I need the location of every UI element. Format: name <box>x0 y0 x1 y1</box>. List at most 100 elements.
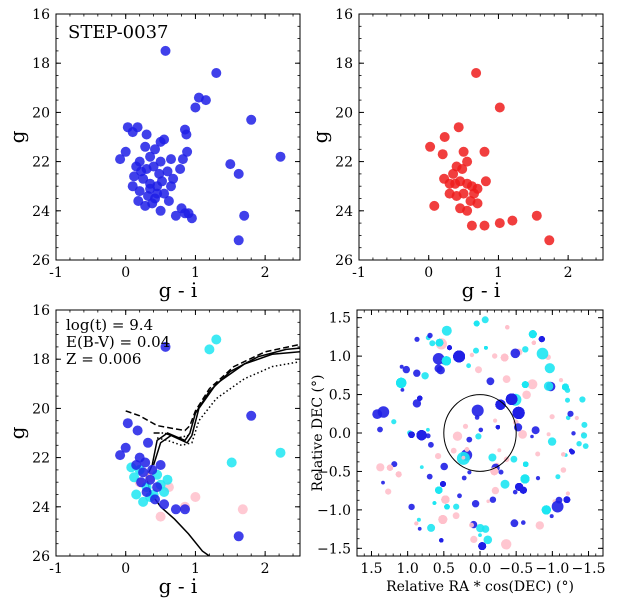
star-point <box>246 410 257 421</box>
sky-star-point <box>481 525 490 533</box>
star-point <box>122 418 133 429</box>
star-point <box>159 487 170 497</box>
star-point <box>155 511 166 522</box>
star-point <box>152 188 163 199</box>
sky-star-point <box>426 427 430 432</box>
y-tick-label: 1.0 <box>329 349 351 365</box>
sky-star-point <box>470 535 478 544</box>
sky-star-point <box>396 377 407 388</box>
star-point <box>159 188 170 199</box>
star-point <box>439 132 450 142</box>
sky-star-point <box>547 437 557 446</box>
sky-star-point <box>580 432 588 439</box>
sky-star-point <box>561 452 566 457</box>
sky-star-point <box>461 455 466 460</box>
star-point <box>453 122 464 133</box>
star-point <box>200 95 211 106</box>
star-point <box>458 188 469 199</box>
star-point <box>211 334 222 345</box>
star-point <box>275 151 286 162</box>
sky-star-point <box>543 381 554 391</box>
sky-star-point <box>412 399 422 408</box>
sky-star-point <box>551 500 564 513</box>
y-tick-label: 20 <box>32 105 50 121</box>
sky-star-point <box>444 504 450 510</box>
sky-star-point <box>450 447 457 454</box>
sky-star-point <box>530 434 534 439</box>
sky-star-point <box>427 332 433 339</box>
y-tick-label: 24 <box>32 500 50 516</box>
sky-star-point <box>576 441 582 447</box>
star-point <box>168 173 179 184</box>
sky-star-point <box>495 425 500 430</box>
star-point <box>155 460 166 470</box>
star-point <box>145 151 156 162</box>
sky-star-point <box>555 474 561 480</box>
star-point <box>531 210 542 221</box>
sky-star-point <box>435 453 442 460</box>
star-point <box>141 487 152 497</box>
sky-star-point <box>381 480 385 485</box>
star-point <box>136 166 147 177</box>
x-tick-label: 1 <box>191 265 200 281</box>
sky-star-point <box>395 471 402 478</box>
sky-star-point <box>452 512 460 520</box>
x-axis-label-bottom-right: Relative RA * cos(DEC) (°) <box>386 579 574 595</box>
star-point <box>494 218 505 229</box>
sky-star-point <box>565 397 570 403</box>
star-point <box>148 161 159 172</box>
sky-star-point <box>435 486 443 494</box>
sky-star-point <box>417 395 423 401</box>
star-point <box>170 504 181 515</box>
sky-star-point <box>469 352 475 358</box>
sky-star-point <box>500 479 510 489</box>
cmd-panel-top-left <box>115 45 286 246</box>
star-point <box>162 474 173 485</box>
sky-star-point <box>569 448 573 453</box>
y-axis-label-top-right: g <box>308 130 332 143</box>
star-point <box>127 181 138 192</box>
star-point <box>166 154 176 165</box>
star-point <box>437 149 448 160</box>
y-tick-label: 1.5 <box>329 311 351 327</box>
sky-star-point <box>428 441 434 448</box>
star-point <box>479 146 490 157</box>
sky-star-point <box>432 501 437 505</box>
x-tick-label: −0.5 <box>499 561 533 577</box>
y-tick-label: −0.5 <box>317 464 351 480</box>
sky-star-point <box>523 461 529 467</box>
sky-star-point <box>565 491 571 496</box>
sky-star-point <box>497 448 502 453</box>
metallicity-annotation: Z = 0.006 <box>66 350 141 368</box>
sky-star-point <box>486 499 491 504</box>
y-tick-label: 0.0 <box>329 426 351 442</box>
star-point <box>152 482 163 493</box>
cmd-panel-bottom-left <box>115 334 300 556</box>
star-point <box>131 460 142 470</box>
sky-star-point <box>486 377 495 386</box>
star-point <box>141 129 152 140</box>
sky-star-point <box>453 350 465 363</box>
star-point <box>425 141 436 152</box>
sky-star-point <box>492 353 498 359</box>
star-point <box>140 457 151 468</box>
y-axis-label-bottom-left: g <box>5 426 29 439</box>
y-tick-label: 26 <box>32 253 50 269</box>
star-point <box>450 178 461 189</box>
sky-star-point <box>464 447 470 452</box>
star-point <box>211 68 222 78</box>
x-tick-label: 2 <box>564 265 573 281</box>
y-tick-label: 20 <box>335 105 353 121</box>
star-point <box>115 450 126 461</box>
star-point <box>182 146 193 157</box>
star-point <box>462 205 473 216</box>
sky-star-point <box>441 356 451 366</box>
sky-star-point <box>469 522 474 528</box>
x-tick-label: −1.5 <box>572 561 606 577</box>
sky-star-point <box>441 495 450 504</box>
y-tick-label: 16 <box>32 303 50 319</box>
y-tick-label: 22 <box>32 155 50 171</box>
x-tick-label: 1 <box>494 265 503 281</box>
star-point <box>448 168 459 179</box>
star-point <box>237 504 248 515</box>
